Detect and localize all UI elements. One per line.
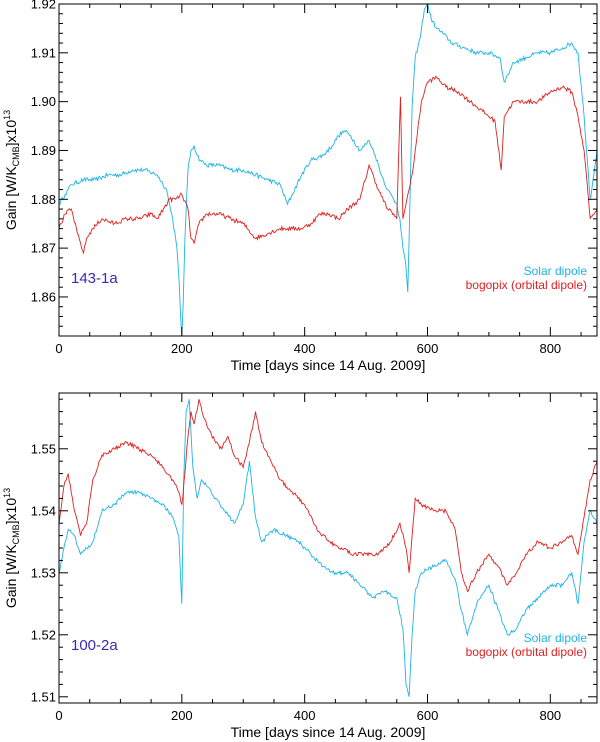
panel-2-legend-solar-dipole: Solar dipole	[524, 631, 588, 645]
panel-2-y-axis-label: Gain [W/KCMB]x1013	[2, 488, 21, 608]
panel-1-x-axis-label: Time [days since 14 Aug. 2009]	[231, 357, 426, 373]
panel-1-x-tick-label: 400	[294, 341, 316, 356]
panel-1-y-tick-label: 1.91	[31, 45, 56, 60]
panel-1-legend-solar-dipole: Solar dipole	[524, 264, 588, 278]
panel-1-series-bogopix-line	[59, 75, 597, 255]
panel-1-y-tick-label: 1.86	[31, 289, 56, 304]
panel-1-legend-bogopix: bogopix (orbital dipole)	[466, 278, 587, 292]
panel-1-x-tick-label: 600	[417, 341, 439, 356]
panel-2-y-tick-label: 1.54	[31, 503, 56, 518]
panel-2-y-tick-label: 1.51	[31, 689, 56, 704]
panel-1-panel-label: 143-1a	[71, 270, 118, 287]
panel-2-y-tick-label: 1.52	[31, 627, 56, 642]
panel-1-x-tick-label: 800	[539, 341, 561, 356]
panel-2-x-tick-label: 0	[55, 708, 62, 723]
panel-1-x-tick-label: 0	[55, 341, 62, 356]
panel-2-series-bogopix-line	[59, 399, 597, 593]
panel-2-legend-bogopix: bogopix (orbital dipole)	[466, 645, 587, 659]
panel-1-series-solar-dipole-line	[59, 4, 597, 336]
panel-2-x-tick-label: 800	[539, 708, 561, 723]
panel-1-y-tick-label: 1.87	[31, 241, 56, 256]
panel-1-y-tick-label: 1.90	[31, 94, 56, 109]
panel-1-y-tick-label: 1.89	[31, 143, 56, 158]
panel-1-y-axis-label: Gain [W/KCMB]x1013	[2, 110, 21, 230]
panel-1-y-tick-label: 1.88	[31, 192, 56, 207]
panel-2-x-axis-label: Time [days since 14 Aug. 2009]	[231, 724, 426, 740]
panel-2-panel-label: 100-2a	[71, 637, 118, 654]
panel-2-x-tick-label: 600	[417, 708, 439, 723]
panel-2-series-solar-dipole-line	[59, 399, 597, 697]
panel-2-y-tick-label: 1.53	[31, 565, 56, 580]
panel-1-y-tick-label: 1.92	[31, 0, 56, 12]
panel-2-x-tick-label: 400	[294, 708, 316, 723]
panel-2-y-tick-label: 1.55	[31, 441, 56, 456]
panel-2-x-tick-label: 200	[171, 708, 193, 723]
panel-1-x-tick-label: 200	[171, 341, 193, 356]
